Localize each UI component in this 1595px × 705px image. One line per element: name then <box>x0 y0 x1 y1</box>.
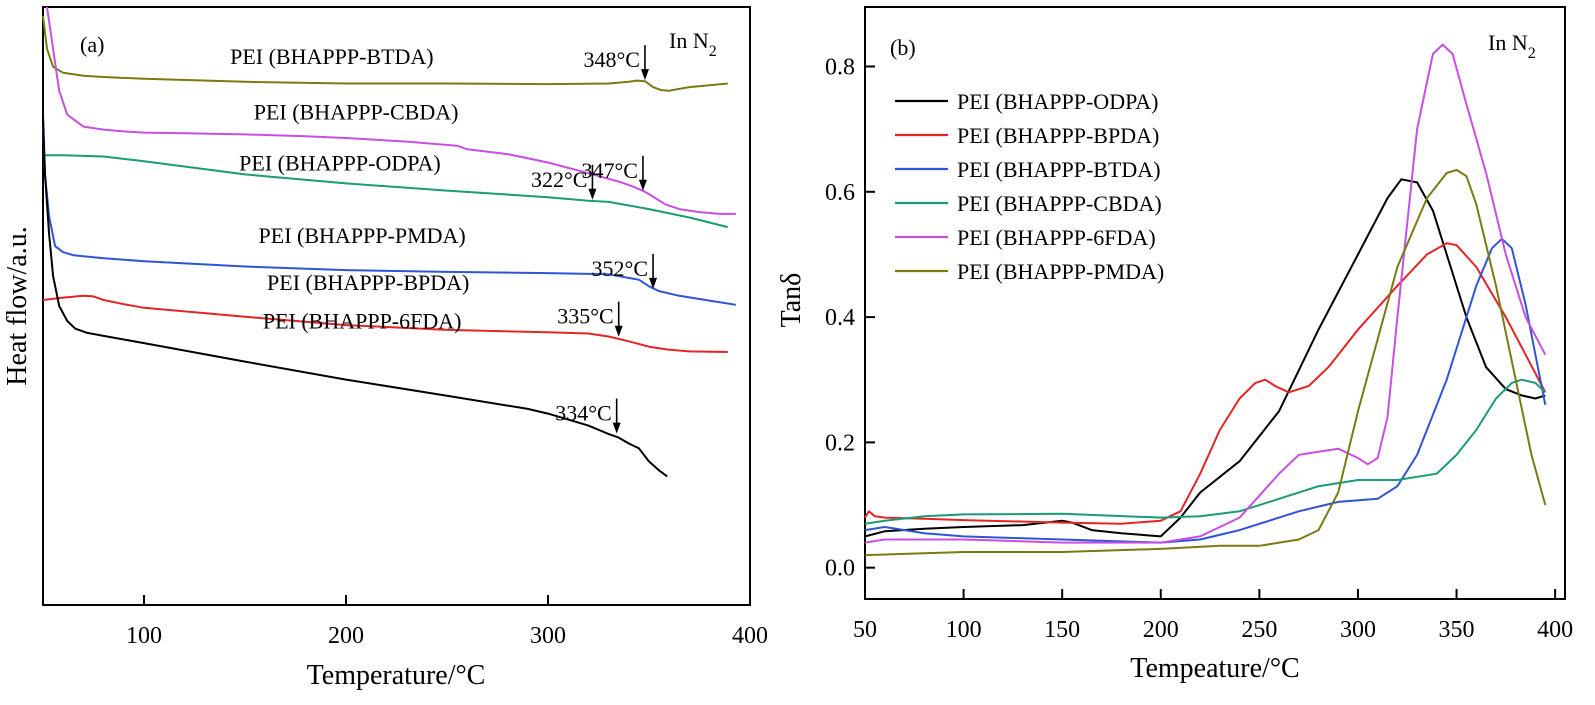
panel-a-series-label-pei-bhappp-cbda: PEI (BHAPPP-CBDA) <box>254 99 459 124</box>
panel-a-annotation-322-c: 322°C <box>531 164 597 200</box>
annotation-label: 334°C <box>555 401 611 426</box>
panel-b-series <box>864 43 1547 557</box>
legend-label: PEI (BHAPPP-BPDA) <box>957 123 1159 148</box>
annotation-arrow-head <box>638 179 647 191</box>
panel-a-x-tick-label-200: 200 <box>328 623 364 649</box>
panel-b-legend: PEI (BHAPPP-ODPA) PEI (BHAPPP-BPDA) PEI (B… <box>895 89 1164 284</box>
legend-entry-pei-bhappp-cbda: PEI (BHAPPP-CBDA) <box>895 191 1162 216</box>
legend-label: PEI (BHAPPP-6FDA) <box>957 225 1156 250</box>
panel-b-x-tick-label-150: 150 <box>1044 617 1080 643</box>
panel-b-y-tick-label-0.6: 0.6 <box>825 180 855 206</box>
annotation-label: 347°C <box>581 158 637 183</box>
panel-b-y-tick-label-0.4: 0.4 <box>825 305 855 331</box>
panel-b-y-tick-label-0.2: 0.2 <box>825 430 855 456</box>
panel-b-x-tick-label-350: 350 <box>1439 617 1475 643</box>
panel-a-annotation-335-c: 335°C <box>557 301 623 337</box>
panel-b-x-tick-label-300: 300 <box>1340 617 1376 643</box>
panel-b-y-axis-title: Tanδ <box>776 273 807 328</box>
panel-b-x-tick-label-100: 100 <box>946 617 982 643</box>
annotation-arrow-head <box>612 422 621 434</box>
panel-b-ticks: 50 100 150 200 250 300 350 400 0.0 0.2 0.4 0.6 0.8 <box>825 55 1573 643</box>
annotation-label: 322°C <box>531 167 587 192</box>
panel-b-series-line-pei-bhappp-bpda <box>864 242 1547 525</box>
panel-a-x-tick-label-400: 400 <box>732 623 768 649</box>
panel-a-atmosphere: In N2 <box>669 28 717 60</box>
panel-b-x-tick-label-400: 400 <box>1537 617 1573 643</box>
annotation-label: 335°C <box>557 304 613 329</box>
panel-b-series-line-pei-bhappp-pmda <box>864 168 1547 557</box>
panel-b-atmosphere: In N2 <box>1488 30 1536 62</box>
legend-label: PEI (BHAPPP-CBDA) <box>957 191 1162 216</box>
panel-a-annotation-348-c: 348°C <box>583 45 649 81</box>
annotation-arrow-head <box>588 188 597 200</box>
panel-b-series-line-pei-bhappp-6fda <box>864 43 1547 544</box>
panel-a-x-tick-label-300: 300 <box>530 623 566 649</box>
legend-entry-pei-bhappp-6fda: PEI (BHAPPP-6FDA) <box>895 225 1156 250</box>
legend-entry-pei-bhappp-odpa: PEI (BHAPPP-ODPA) <box>895 89 1159 114</box>
panel-b-series-line-pei-bhappp-btda <box>864 237 1547 544</box>
legend-entry-pei-bhappp-pmda: PEI (BHAPPP-PMDA) <box>895 259 1164 284</box>
panel-b-y-tick-label-0.8: 0.8 <box>825 55 855 81</box>
panel-a-series-label-pei-bhappp-btda: PEI (BHAPPP-BTDA) <box>230 44 434 69</box>
panel-a-annotation-347-c: 347°C <box>581 155 647 191</box>
panel-a-x-ticks: 100 200 300 400 <box>126 595 768 649</box>
panel-a-annotation-334-c: 334°C <box>555 398 621 434</box>
panel-a-label: (a) <box>80 32 104 57</box>
panel-a-y-axis-title: Heat flow/a.u. <box>2 226 33 385</box>
annotation-arrow-head <box>640 69 649 81</box>
legend-label: PEI (BHAPPP-PMDA) <box>957 259 1164 284</box>
panel-b-frame <box>864 6 1566 600</box>
panel-a-series-label-pei-bhappp-6fda: PEI (BHAPPP-6FDA) <box>263 309 462 334</box>
panel-a-series-label-pei-bhappp-pmda: PEI (BHAPPP-PMDA) <box>259 223 466 248</box>
panel-b-x-tick-label-50: 50 <box>853 617 877 643</box>
panel-a-series-line-pei-bhappp-odpa <box>43 154 729 229</box>
panel-a-x-axis-title: Temperature/°C <box>307 660 486 691</box>
panel-b-x-tick-label-250: 250 <box>1241 617 1277 643</box>
panel-b-x-tick-label-200: 200 <box>1143 617 1179 643</box>
panel-a-frame <box>42 6 751 606</box>
legend-entry-pei-bhappp-btda: PEI (BHAPPP-BTDA) <box>895 157 1161 182</box>
panel-a-series-line-pei-bhappp-pmda <box>42 126 737 306</box>
panel-a-annotation-352-c: 352°C <box>592 253 658 289</box>
panel-a-heat-flow-chart: (a) In N2 100 200 300 400 PEI (BHAPPP-BTDA)… <box>2 6 768 691</box>
annotation-arrow-head <box>649 277 658 289</box>
panel-a-series-line-pei-bhappp-bpda <box>42 294 728 353</box>
annotation-arrow-head <box>614 325 623 337</box>
panel-a-x-tick-label-100: 100 <box>126 623 162 649</box>
legend-entry-pei-bhappp-bpda: PEI (BHAPPP-BPDA) <box>895 123 1159 148</box>
panel-a-series-label-pei-bhappp-bpda: PEI (BHAPPP-BPDA) <box>267 270 469 295</box>
panel-a-series-label-pei-bhappp-odpa: PEI (BHAPPP-ODPA) <box>239 150 441 175</box>
legend-label: PEI (BHAPPP-ODPA) <box>957 89 1159 114</box>
panel-b-y-tick-label-0.0: 0.0 <box>825 556 855 582</box>
panel-b-series-line-pei-bhappp-cbda <box>864 378 1546 525</box>
panel-b-label: (b) <box>890 35 916 60</box>
panel-b-x-axis-title: Tempeature/°C <box>1130 653 1299 684</box>
panel-a-series-line-pei-bhappp-btda <box>42 15 728 92</box>
panel-b-tan-delta-chart: (b) In N2 50 100 150 200 250 300 350 400 0.0 0.2 0… <box>776 6 1573 684</box>
annotation-label: 348°C <box>583 47 639 72</box>
annotation-label: 352°C <box>592 256 648 281</box>
panel-a-series-line-pei-bhappp-6fda <box>42 114 668 478</box>
legend-label: PEI (BHAPPP-BTDA) <box>957 157 1161 182</box>
panel-a-series-line-pei-bhappp-cbda <box>46 6 736 215</box>
panel-a-series <box>42 6 737 478</box>
panel-a-series-labels: PEI (BHAPPP-BTDA) PEI (BHAPPP-CBDA) PEI (B… <box>230 44 469 334</box>
